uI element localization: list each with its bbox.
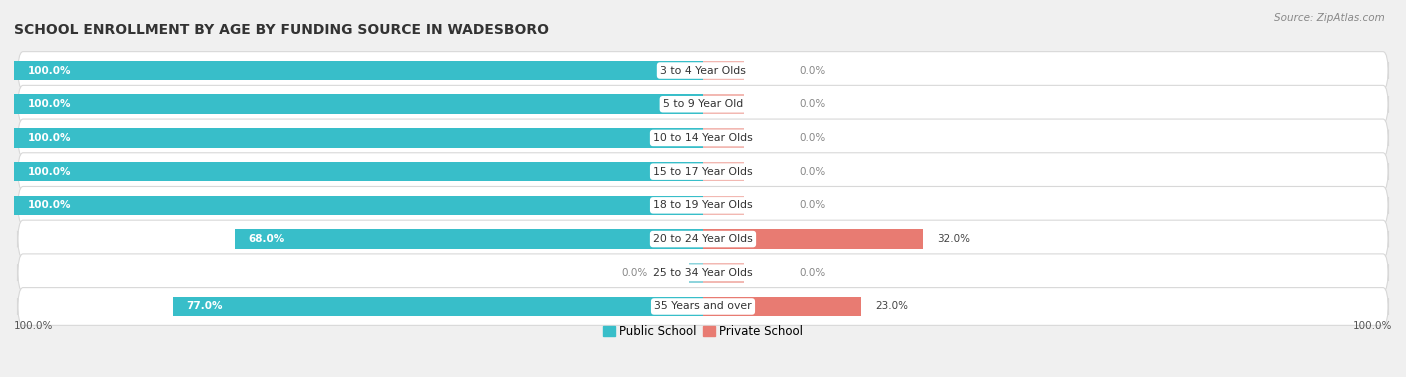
Text: 20 to 24 Year Olds: 20 to 24 Year Olds bbox=[654, 234, 752, 244]
Bar bbox=[14, 95, 703, 114]
Text: 10 to 14 Year Olds: 10 to 14 Year Olds bbox=[654, 133, 752, 143]
Text: 100.0%: 100.0% bbox=[28, 99, 72, 109]
Text: Source: ZipAtlas.com: Source: ZipAtlas.com bbox=[1274, 13, 1385, 23]
FancyBboxPatch shape bbox=[17, 254, 1389, 292]
Bar bbox=[703, 297, 862, 316]
Text: 100.0%: 100.0% bbox=[28, 200, 72, 210]
FancyBboxPatch shape bbox=[17, 52, 1389, 89]
Text: 68.0%: 68.0% bbox=[249, 234, 284, 244]
Text: 18 to 19 Year Olds: 18 to 19 Year Olds bbox=[654, 200, 752, 210]
Bar bbox=[703, 162, 744, 181]
Text: 0.0%: 0.0% bbox=[800, 133, 825, 143]
FancyBboxPatch shape bbox=[17, 85, 1389, 123]
Text: 0.0%: 0.0% bbox=[621, 268, 648, 278]
FancyBboxPatch shape bbox=[17, 119, 1389, 157]
Bar bbox=[703, 263, 744, 282]
Text: SCHOOL ENROLLMENT BY AGE BY FUNDING SOURCE IN WADESBORO: SCHOOL ENROLLMENT BY AGE BY FUNDING SOUR… bbox=[14, 23, 550, 37]
Text: 100.0%: 100.0% bbox=[1353, 321, 1392, 331]
Bar bbox=[689, 263, 703, 282]
Text: 0.0%: 0.0% bbox=[800, 66, 825, 75]
Bar bbox=[14, 128, 703, 148]
Text: 0.0%: 0.0% bbox=[800, 99, 825, 109]
Bar bbox=[703, 128, 744, 148]
Bar bbox=[703, 196, 744, 215]
Legend: Public School, Private School: Public School, Private School bbox=[598, 320, 808, 343]
Text: 77.0%: 77.0% bbox=[186, 302, 222, 311]
Bar bbox=[703, 229, 924, 249]
Text: 25 to 34 Year Olds: 25 to 34 Year Olds bbox=[654, 268, 752, 278]
Text: 35 Years and over: 35 Years and over bbox=[654, 302, 752, 311]
Text: 15 to 17 Year Olds: 15 to 17 Year Olds bbox=[654, 167, 752, 177]
FancyBboxPatch shape bbox=[17, 187, 1389, 224]
Bar bbox=[235, 229, 703, 249]
Text: 100.0%: 100.0% bbox=[28, 66, 72, 75]
Bar bbox=[14, 61, 703, 80]
FancyBboxPatch shape bbox=[17, 153, 1389, 190]
Text: 100.0%: 100.0% bbox=[28, 133, 72, 143]
Bar bbox=[14, 196, 703, 215]
Text: 0.0%: 0.0% bbox=[800, 167, 825, 177]
Text: 3 to 4 Year Olds: 3 to 4 Year Olds bbox=[659, 66, 747, 75]
Text: 0.0%: 0.0% bbox=[800, 200, 825, 210]
Text: 100.0%: 100.0% bbox=[14, 321, 53, 331]
Bar bbox=[703, 61, 744, 80]
FancyBboxPatch shape bbox=[17, 288, 1389, 325]
Bar bbox=[14, 162, 703, 181]
Text: 23.0%: 23.0% bbox=[875, 302, 908, 311]
Text: 5 to 9 Year Old: 5 to 9 Year Old bbox=[662, 99, 744, 109]
Bar bbox=[173, 297, 703, 316]
Text: 32.0%: 32.0% bbox=[938, 234, 970, 244]
Bar bbox=[703, 95, 744, 114]
Text: 100.0%: 100.0% bbox=[28, 167, 72, 177]
Text: 0.0%: 0.0% bbox=[800, 268, 825, 278]
FancyBboxPatch shape bbox=[17, 220, 1389, 258]
